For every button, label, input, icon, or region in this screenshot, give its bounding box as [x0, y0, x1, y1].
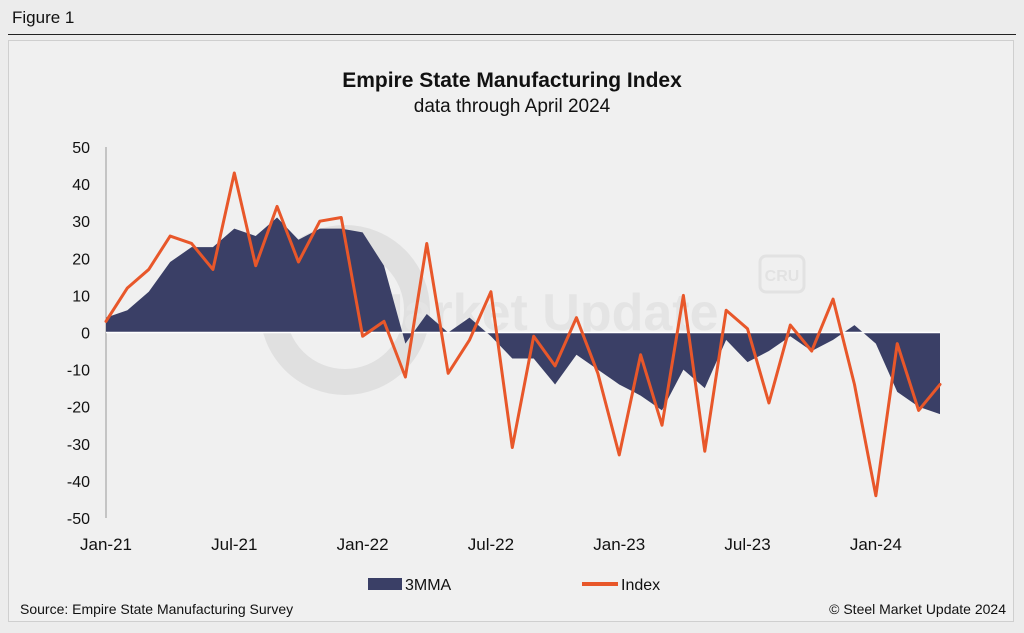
y-tick-label: -30	[67, 437, 90, 454]
plot-area: 50 40 30 20 10 0 -10 -20 -30 -40 -50 Jan-21 Jul-21 Ja…	[67, 140, 942, 554]
y-tick-label: 30	[72, 214, 90, 231]
series-index-line	[104, 171, 942, 498]
legend-label-3mma: 3MMA	[405, 577, 452, 594]
y-tick-label: -20	[67, 400, 90, 417]
y-tick-label: 10	[72, 288, 90, 305]
copyright-note: © Steel Market Update 2024	[829, 601, 1006, 617]
x-tick-label: Jul-22	[468, 535, 514, 554]
source-note: Source: Empire State Manufacturing Surve…	[20, 601, 294, 617]
watermark-logo-text: CRU	[765, 268, 800, 285]
chart-subtitle: data through April 2024	[414, 96, 611, 117]
y-tick-label: -40	[67, 474, 90, 491]
y-tick-label: -50	[67, 511, 90, 528]
legend-swatch-3mma	[368, 578, 402, 590]
watermark-logo-box	[758, 254, 806, 294]
x-tick-label: Jan-24	[850, 535, 902, 554]
y-tick-label: -10	[67, 363, 90, 380]
x-tick-label: Jan-21	[80, 535, 132, 554]
x-tick-label: Jul-21	[211, 535, 257, 554]
y-tick-label: 50	[72, 140, 90, 157]
legend: 3MMA Index	[368, 577, 660, 594]
legend-label-index: Index	[621, 577, 660, 594]
x-tick-label: Jan-22	[337, 535, 389, 554]
header-rule	[8, 34, 1016, 35]
y-tick-label: 20	[72, 251, 90, 268]
chart-title: Empire State Manufacturing Index	[342, 69, 682, 92]
figure-label: Figure 1	[12, 8, 75, 27]
series-3mma-area	[106, 217, 940, 415]
y-tick-label: 40	[72, 177, 90, 194]
y-tick-label: 0	[81, 326, 90, 343]
x-tick-label: Jan-23	[593, 535, 645, 554]
x-tick-label: Jul-23	[724, 535, 770, 554]
